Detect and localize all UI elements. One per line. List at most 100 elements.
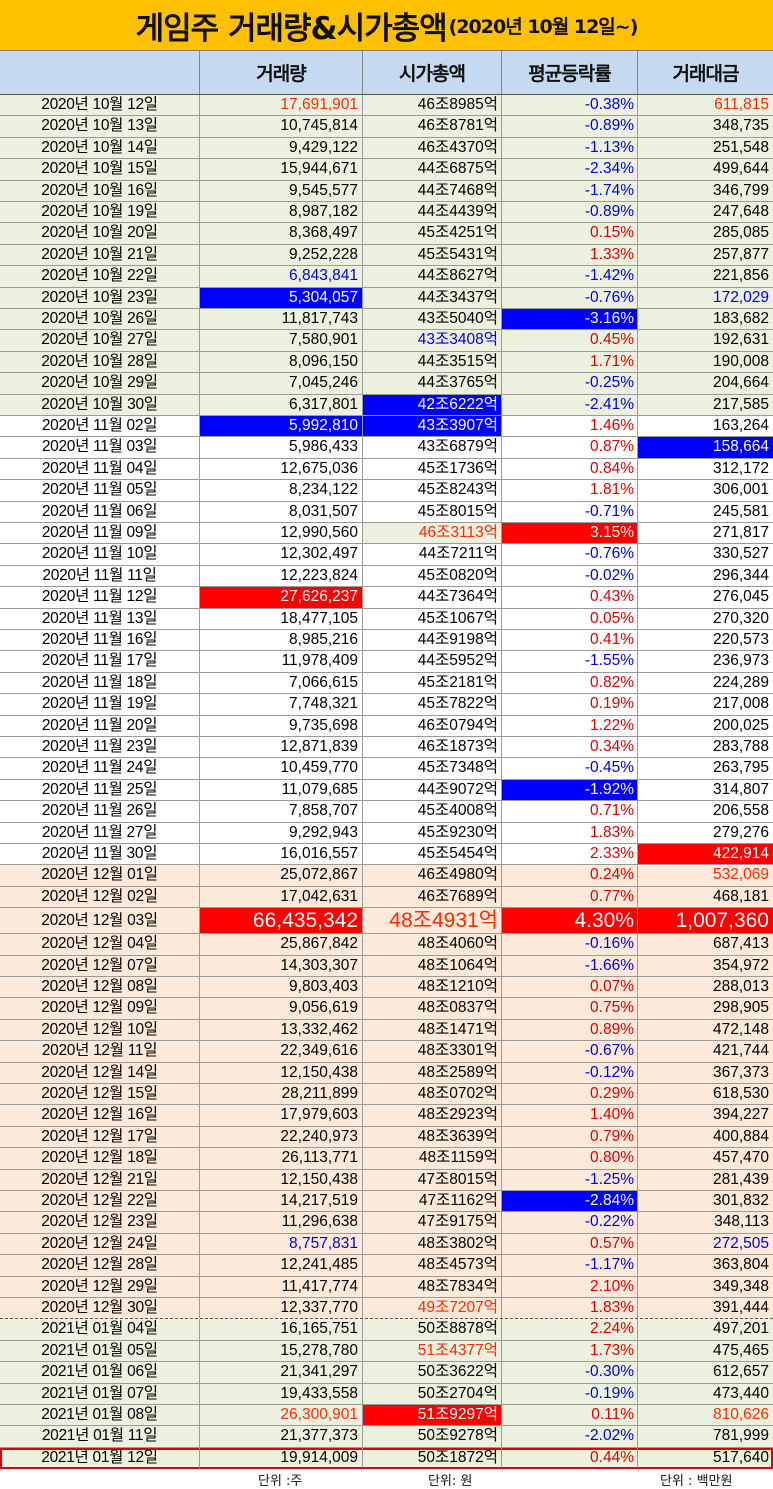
trade-value-cell: 270,320 <box>637 608 773 629</box>
date-cell: 2020년 11월 13일 <box>41 609 158 627</box>
avg-change-cell: -0.76% <box>501 287 637 308</box>
volume-cell: 9,429,122 <box>199 137 362 159</box>
table-row: 2020년 10월 29일 7,045,246 44조3765억 -0.25% 204,… <box>0 373 773 395</box>
avg-change-cell: 0.87% <box>501 437 637 458</box>
avg-change-cell: 2.10% <box>501 1276 637 1297</box>
volume-cell: 11,079,685 <box>199 779 362 801</box>
date-cell: 2020년 12월 28일 <box>41 1256 158 1274</box>
volume-cell: 7,858,707 <box>199 801 362 822</box>
date-cell: 2020년 11월 03일 <box>41 438 158 456</box>
trade-value-cell: 183,682 <box>637 309 773 330</box>
table-row: 2020년 11월 12일 27,626,237 44조7364억 0.43% 276,… <box>0 587 773 609</box>
volume-cell: 25,072,867 <box>199 865 362 886</box>
table-row: 2020년 12월 11일 22,349,616 48조3301억 -0.67% 421… <box>0 1041 773 1063</box>
trade-value-cell: 221,856 <box>637 266 773 287</box>
header-date <box>0 51 199 94</box>
date-cell: 2020년 10월 13일 <box>41 117 158 135</box>
avg-change-cell: -2.84% <box>501 1191 637 1212</box>
volume-cell: 8,368,497 <box>199 223 362 244</box>
market-cap-cell: 48조3639억 <box>362 1126 501 1148</box>
date-cell: 2020년 11월 23일 <box>41 738 158 755</box>
table-row: 2020년 11월 09일 12,990,560 46조3113억 3.15% 271,… <box>0 523 773 545</box>
volume-cell: 5,304,057 <box>199 287 362 308</box>
market-cap-cell: 46조4980억 <box>362 865 501 886</box>
market-cap-cell: 48조1064억 <box>362 955 501 976</box>
table-row: 2020년 12월 24일 8,757,831 48조3802억 0.57% 272,5… <box>0 1233 773 1256</box>
market-cap-cell: 48조1210억 <box>362 977 501 998</box>
trade-value-cell: 263,795 <box>637 758 773 779</box>
volume-cell: 7,748,321 <box>199 694 362 715</box>
trade-value-cell: 354,972 <box>637 955 773 976</box>
market-cap-cell: 48조4931억 <box>362 908 501 934</box>
market-cap-cell: 43조6879억 <box>362 437 501 458</box>
avg-change-cell: 0.84% <box>501 458 637 480</box>
table-row: 2020년 12월 22일 14,217,519 47조1162억 -2.84% 301… <box>0 1191 773 1213</box>
volume-cell: 13,332,462 <box>199 1019 362 1041</box>
date-cell: 2020년 11월 10일 <box>41 545 158 563</box>
table-row: 2020년 12월 03일 66,435,342 48조4931억 4.30% 1,00… <box>0 908 773 935</box>
table-row: 2021년 01월 04일 16,165,751 50조8878억 2.24% 497,… <box>0 1319 773 1341</box>
market-cap-cell: 43조5040억 <box>362 309 501 330</box>
trade-value-cell: 272,505 <box>637 1233 773 1255</box>
volume-cell: 16,165,751 <box>199 1319 362 1340</box>
market-cap-cell: 48조0702억 <box>362 1084 501 1105</box>
market-cap-cell: 48조7834억 <box>362 1276 501 1297</box>
date-cell: 2020년 12월 01일 <box>41 866 158 884</box>
trade-value-cell: 204,664 <box>637 373 773 394</box>
date-cell: 2020년 11월 09일 <box>41 524 158 541</box>
market-cap-cell: 46조8781억 <box>362 116 501 137</box>
table-row: 2020년 12월 29일 11,417,774 48조7834억 2.10% 349,… <box>0 1276 773 1298</box>
avg-change-cell: 1.33% <box>501 244 637 266</box>
table-row: 2020년 10월 23일 5,304,057 44조3437억 -0.76% 172,… <box>0 287 773 309</box>
trade-value-cell: 473,440 <box>637 1383 773 1404</box>
date-cell: 2020년 10월 30일 <box>41 395 158 413</box>
date-cell: 2020년 11월 11일 <box>42 566 157 584</box>
trade-value-cell: 499,644 <box>637 159 773 180</box>
table-row: 2020년 12월 08일 9,803,403 48조1210억 0.07% 288,0… <box>0 977 773 999</box>
table-row: 2020년 12월 09일 9,056,619 48조0837억 0.75% 298,9… <box>0 998 773 1020</box>
date-cell: 2020년 10월 12일 <box>41 96 158 113</box>
avg-change-cell: 0.80% <box>501 1148 637 1169</box>
table-row: 2021년 01월 12일 19,914,009 50조1872억 0.44% 517,… <box>0 1447 773 1470</box>
trade-value-cell: 298,905 <box>637 998 773 1019</box>
avg-change-cell: 0.82% <box>501 672 637 694</box>
market-cap-cell: 48조0837억 <box>362 998 501 1019</box>
avg-change-cell: 0.43% <box>501 587 637 608</box>
avg-change-cell: -1.17% <box>501 1255 637 1276</box>
table-row: 2020년 12월 21일 12,150,438 47조8015억 -1.25% 281… <box>0 1169 773 1191</box>
volume-cell: 26,300,901 <box>199 1405 362 1426</box>
avg-change-cell: 0.71% <box>501 801 637 822</box>
avg-change-cell: -2.02% <box>501 1426 637 1447</box>
trade-value-cell: 236,973 <box>637 651 773 672</box>
market-cap-cell: 45조5454억 <box>362 844 501 865</box>
volume-cell: 16,016,557 <box>199 844 362 865</box>
table-row: 2021년 01월 06일 21,341,297 50조3622억 -0.30% 612… <box>0 1362 773 1384</box>
date-cell: 2020년 11월 25일 <box>41 780 158 798</box>
market-cap-cell: 46조0794억 <box>362 715 501 736</box>
date-cell: 2020년 12월 09일 <box>41 999 158 1017</box>
table-row: 2020년 10월 20일 8,368,497 45조4251억 0.15% 285,0… <box>0 223 773 245</box>
volume-cell: 14,217,519 <box>199 1191 362 1212</box>
avg-change-cell: 1.73% <box>501 1340 637 1362</box>
date-cell: 2020년 11월 30일 <box>41 845 158 862</box>
market-cap-cell: 50조1872억 <box>362 1447 501 1469</box>
avg-change-cell: 0.15% <box>501 223 637 244</box>
volume-cell: 11,417,774 <box>199 1276 362 1297</box>
volume-cell: 21,341,297 <box>199 1362 362 1383</box>
trade-value-cell: 285,085 <box>637 223 773 244</box>
trade-value-cell: 312,172 <box>637 458 773 480</box>
trade-value-cell: 257,877 <box>637 244 773 266</box>
market-cap-cell: 46조1873억 <box>362 737 501 758</box>
volume-cell: 9,056,619 <box>199 998 362 1019</box>
table-row: 2020년 10월 27일 7,580,901 43조3408억 0.45% 192,6… <box>0 330 773 352</box>
volume-cell: 8,096,150 <box>199 351 362 373</box>
volume-cell: 12,150,438 <box>199 1169 362 1190</box>
avg-change-cell: 0.34% <box>501 737 637 758</box>
trade-value-cell: 279,276 <box>637 822 773 843</box>
unit-volume: 단위 :주 <box>258 1474 303 1489</box>
avg-change-cell: -0.02% <box>501 565 637 587</box>
date-cell: 2020년 11월 05일 <box>41 481 158 499</box>
avg-change-cell: -0.67% <box>501 1041 637 1062</box>
avg-change-cell: 0.41% <box>501 630 637 651</box>
